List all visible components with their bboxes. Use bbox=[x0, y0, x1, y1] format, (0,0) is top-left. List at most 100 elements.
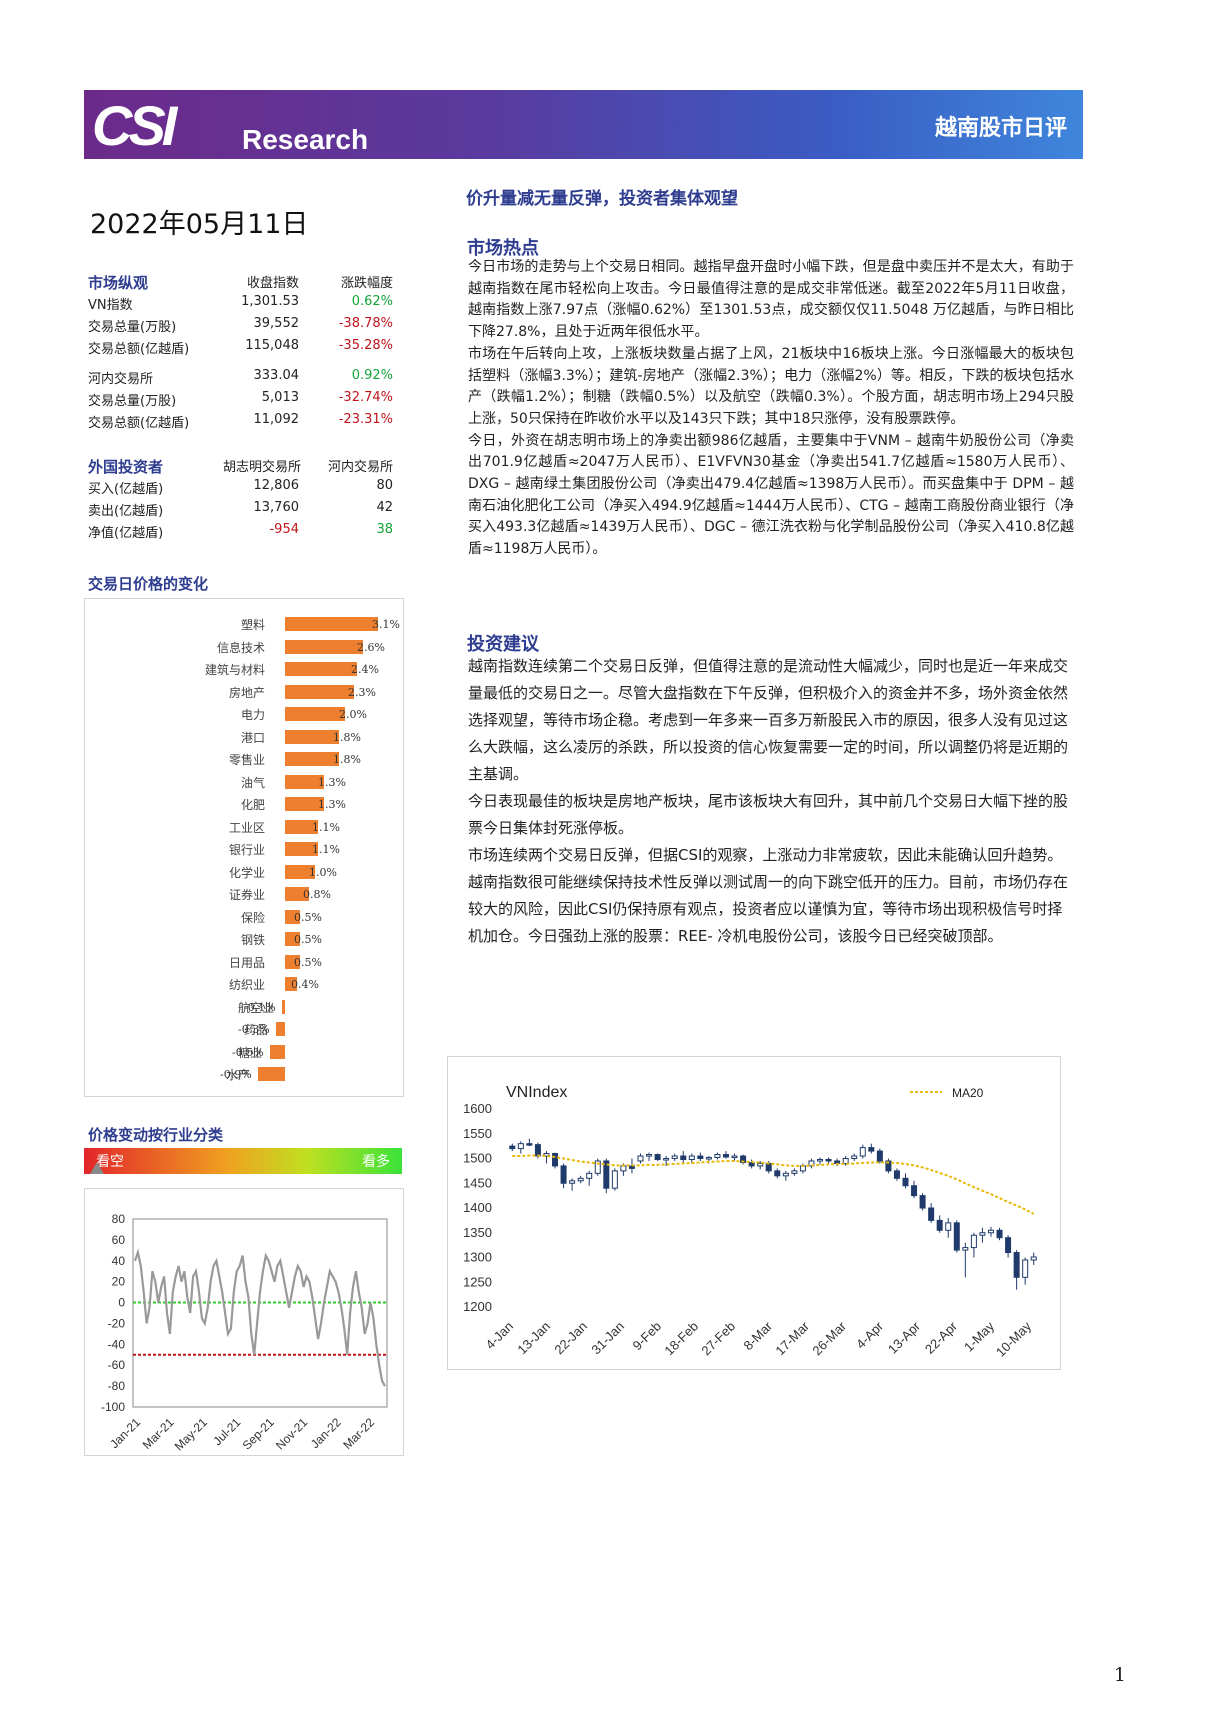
sector-value: 2.6% bbox=[357, 640, 385, 654]
marker-triangle-icon bbox=[90, 1162, 104, 1174]
y-tick-label: 0 bbox=[118, 1296, 125, 1310]
x-tick-label: Mar-22 bbox=[340, 1415, 377, 1452]
overview-header-row: 市场纵观 收盘指数 涨跌幅度 bbox=[88, 272, 393, 294]
candle-body bbox=[534, 1144, 541, 1157]
candle-body bbox=[979, 1232, 986, 1236]
row-label: 净值(亿越盾) bbox=[88, 526, 164, 541]
candle-body bbox=[996, 1229, 1003, 1239]
overview-row: VN指数 1,301.53 0.62% bbox=[88, 294, 393, 316]
x-tick-label: 26-Mar bbox=[809, 1318, 849, 1358]
advice-body: 越南指数连续第二个交易日反弹，但值得注意的是流动性大幅减少，同时也是近一年来成交… bbox=[468, 653, 1076, 950]
y-tick-label: -40 bbox=[108, 1337, 126, 1351]
report-header: CSI Research 越南股市日评 bbox=[84, 90, 1083, 159]
x-tick-label: Jan-21 bbox=[107, 1415, 143, 1451]
report-title: 越南股市日评 bbox=[934, 116, 1067, 141]
sentiment-svg: 80 60 40 20 0 -20 -40 -60 -80 -100Jan-21Mar-21May… bbox=[101, 1212, 388, 1453]
foreign-row: 净值(亿越盾) -954 38 bbox=[88, 522, 393, 544]
sector-label: 水产 bbox=[225, 1068, 250, 1082]
sector-label: 纺织业 bbox=[228, 978, 265, 992]
foreign-header-row: 外国投资者 胡志明交易所 河内交易所 bbox=[88, 456, 393, 478]
foreign-row: 买入(亿越盾) 12,806 80 bbox=[88, 478, 393, 500]
sector-label: 保险 bbox=[240, 910, 265, 925]
x-tick-label: 17-Mar bbox=[772, 1318, 812, 1358]
row-label: 交易总量(万股) bbox=[88, 320, 177, 335]
sector-bar bbox=[285, 864, 315, 879]
sector-label: 房地产 bbox=[228, 685, 265, 700]
candle-body bbox=[987, 1229, 994, 1234]
plot-frame bbox=[132, 1218, 388, 1408]
sector-label: 电力 bbox=[240, 708, 265, 722]
y-tick-label: 40 bbox=[112, 1254, 126, 1268]
y-tick-label: -100 bbox=[101, 1400, 125, 1414]
row-change: 38 bbox=[376, 522, 393, 537]
candle-body bbox=[654, 1154, 661, 1160]
candle-body bbox=[543, 1153, 550, 1157]
sector-value: 1.0% bbox=[309, 865, 337, 879]
sector-label: 银行业 bbox=[228, 843, 265, 857]
sector-label: 油气 bbox=[240, 775, 265, 790]
sector-value: 1.3% bbox=[318, 775, 346, 789]
sector-chart-title: 交易日价格的变化 bbox=[88, 575, 209, 593]
row-value: -954 bbox=[269, 522, 299, 537]
sector-value: 1.1% bbox=[312, 843, 340, 856]
y-tick-label: 1250 bbox=[463, 1274, 492, 1289]
hot-paragraph: 市场在午后转向上攻，上涨板块数量占据了上风，21板块中16板块上涨。今日涨幅最大… bbox=[468, 345, 1074, 427]
row-label: 买入(亿越盾) bbox=[88, 482, 164, 497]
sector-bar bbox=[285, 639, 363, 654]
col-change-header: 涨跌幅度 bbox=[340, 276, 393, 291]
candle-body bbox=[876, 1150, 883, 1162]
sector-bar bbox=[285, 954, 300, 969]
candle-body bbox=[594, 1160, 601, 1174]
sector-bar bbox=[285, 617, 378, 631]
y-tick-label: -80 bbox=[108, 1379, 126, 1393]
candle-body bbox=[962, 1247, 969, 1251]
sector-label: 工业区 bbox=[228, 820, 265, 835]
candle-body bbox=[911, 1185, 918, 1197]
foreign-title: 外国投资者 bbox=[88, 458, 164, 476]
x-tick-label: Sep-21 bbox=[240, 1415, 277, 1452]
row-label: 交易总额(亿越盾) bbox=[88, 416, 190, 431]
row-change: -35.28% bbox=[338, 338, 393, 353]
sector-label: 化肥 bbox=[240, 798, 265, 812]
sector-bar bbox=[285, 707, 345, 721]
sector-value: 2.3% bbox=[348, 685, 376, 699]
sector-bar bbox=[276, 1022, 285, 1036]
row-change: 0.92% bbox=[351, 368, 393, 383]
sentiment-line-chart: 80 60 40 20 0 -20 -40 -60 -80 -100 Jan-21 Mar-21 May… bbox=[84, 1188, 404, 1456]
x-tick-label: 9-Feb bbox=[629, 1319, 664, 1354]
sector-value: -0.3% bbox=[238, 1023, 270, 1036]
sector-label: 航空业 bbox=[237, 1000, 274, 1015]
sector-value: 0.5% bbox=[294, 955, 322, 969]
candle-body bbox=[646, 1154, 653, 1157]
sector-label: 建筑与材料 bbox=[204, 663, 265, 677]
candle-body bbox=[722, 1154, 729, 1158]
candle-body bbox=[509, 1145, 516, 1150]
y-tick-label: -20 bbox=[108, 1316, 126, 1330]
row-change: -23.31% bbox=[338, 412, 393, 427]
advice-paragraph: 越南指数连续第二个交易日反弹，但值得注意的是流动性大幅减少，同时也是近一年来成交… bbox=[468, 657, 1069, 783]
sector-bar bbox=[285, 887, 309, 901]
candle-body bbox=[817, 1158, 824, 1162]
candle-body bbox=[893, 1170, 900, 1179]
row-label: 交易总量(万股) bbox=[88, 394, 177, 409]
advice-title: 投资建议 bbox=[467, 634, 539, 655]
sector-bar bbox=[285, 729, 339, 744]
candle-body bbox=[1013, 1252, 1020, 1278]
x-tick-label: Jan-22 bbox=[308, 1415, 344, 1451]
sector-bar bbox=[285, 662, 357, 676]
x-tick-label: 4-Apr bbox=[853, 1318, 887, 1352]
candle-body bbox=[791, 1170, 798, 1174]
row-value: 115,048 bbox=[245, 338, 299, 353]
sector-bar bbox=[282, 999, 285, 1014]
y-tick-label: 1200 bbox=[463, 1299, 492, 1314]
sector-value: 0.8% bbox=[303, 888, 331, 901]
foreign-row: 卖出(亿越盾) 13,760 42 bbox=[88, 500, 393, 522]
sector-bar bbox=[285, 932, 300, 946]
row-change: 80 bbox=[376, 478, 393, 493]
candle-body bbox=[1022, 1259, 1029, 1278]
candle-body bbox=[868, 1147, 875, 1152]
y-tick-label: 1300 bbox=[463, 1250, 492, 1265]
candle-body bbox=[936, 1219, 943, 1231]
report-date: 2022年05月11日 bbox=[90, 209, 309, 240]
y-tick-label: 1450 bbox=[463, 1175, 492, 1190]
